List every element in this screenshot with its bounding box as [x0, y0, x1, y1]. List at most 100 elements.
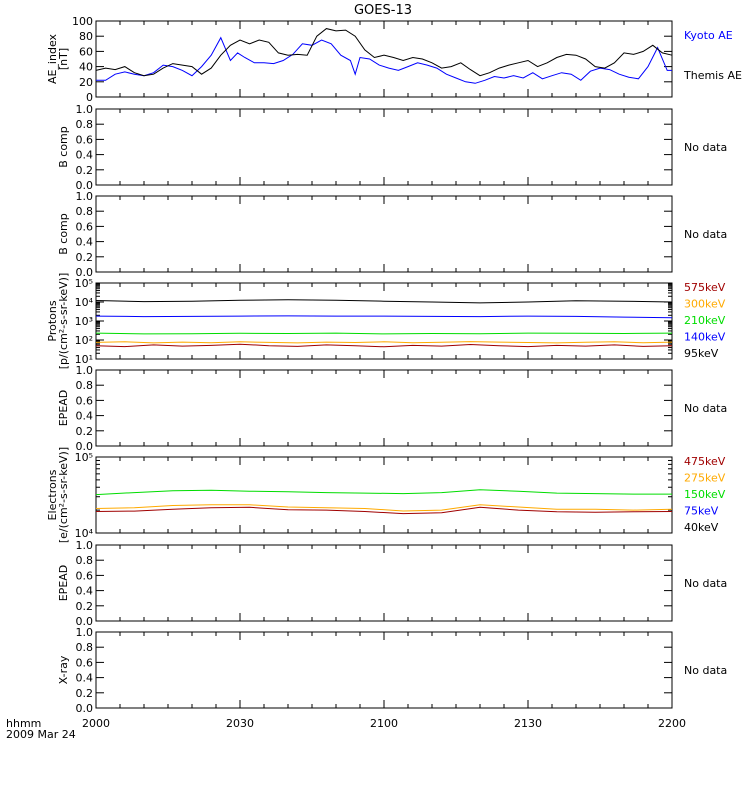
- y-axis-label: X-ray: [57, 655, 70, 684]
- series-line: [95, 299, 673, 304]
- panel-6: 10⁴ 10⁵ Electrons[e/(cm²-s-sr-keV)] 475keV 2…: [46, 447, 726, 543]
- legend-entry: Themis AE: [683, 69, 742, 82]
- panel-3: 0.0 0.2 0.4 0.6 0.8 1.0 B comp No data: [57, 190, 727, 279]
- y-tick-label: 0.0: [76, 440, 94, 453]
- y-tick-label: 0.0: [76, 702, 94, 715]
- legend-entry: 275keV: [684, 472, 726, 485]
- y-tick-label: 0.2: [76, 425, 94, 438]
- y-tick-label: 0.6: [76, 133, 94, 146]
- panel-frame: [95, 369, 673, 447]
- series-line: [95, 315, 673, 319]
- legend-entry: 210keV: [684, 314, 726, 327]
- y-tick-label: 60: [79, 45, 93, 58]
- legend-entry: 475keV: [684, 455, 726, 468]
- y-tick-label: 0.8: [76, 205, 94, 218]
- y-axis-label: AE_index: [46, 33, 59, 84]
- y-tick-label: 0.8: [76, 554, 94, 567]
- y-tick-label: 40: [79, 61, 93, 74]
- series-line: [95, 28, 673, 77]
- y-tick-label: 10⁴: [75, 296, 94, 309]
- legend-entry: 575keV: [684, 281, 726, 294]
- y-tick-label: 1.0: [76, 626, 94, 639]
- y-tick-label: 1.0: [76, 539, 94, 552]
- panel-frame: [95, 456, 673, 534]
- y-tick-label: 10⁵: [75, 451, 93, 464]
- y-axis-label: B comp: [57, 213, 70, 255]
- series-line: [95, 489, 672, 496]
- legend-entry: 150keV: [684, 488, 726, 501]
- plot-title: GOES-13: [354, 3, 412, 18]
- y-tick-label: 0.4: [76, 149, 94, 162]
- y-tick-label: 0: [86, 91, 93, 104]
- y-tick-label: 0.0: [76, 179, 94, 192]
- y-tick-label: 0.6: [76, 394, 94, 407]
- y-tick-label: 0.0: [76, 615, 94, 628]
- legend-entry: 75keV: [684, 505, 719, 518]
- y-tick-label: 10¹: [75, 353, 93, 366]
- no-data-note: No data: [684, 141, 727, 154]
- legend-entry: 140keV: [684, 331, 726, 344]
- y-tick-label: 0.8: [76, 118, 94, 131]
- time-tick-label: 2030: [226, 717, 254, 730]
- legend-entry: 40keV: [684, 521, 719, 534]
- y-axis-label: Protons: [46, 300, 59, 341]
- y-tick-label: 0.8: [76, 641, 94, 654]
- series-line: [96, 36, 672, 84]
- y-tick-label: 0.2: [76, 600, 94, 613]
- panel-5: 0.0 0.2 0.4 0.6 0.8 1.0 EPEAD No data: [57, 364, 727, 453]
- y-axis-label: B comp: [57, 126, 70, 168]
- series-line: [95, 332, 673, 335]
- panel-frame: [95, 195, 673, 273]
- y-tick-label: 0.6: [76, 220, 94, 233]
- panel-frame: [95, 631, 673, 709]
- no-data-note: No data: [684, 402, 727, 415]
- y-tick-label: 0.6: [76, 656, 94, 669]
- panel-4: 10¹ 10² 10³ 10⁴ 10⁵ Protons[p/(cm²-s-sr-keV)]…: [46, 273, 726, 370]
- legend-entry: 95keV: [684, 347, 719, 360]
- time-tick-label: 2130: [514, 717, 542, 730]
- y-axis-label: [e/(cm²-s-sr-keV)]: [57, 447, 70, 543]
- y-tick-label: 100: [72, 15, 93, 28]
- y-tick-label: 0.0: [76, 266, 94, 279]
- series-line: [95, 504, 673, 512]
- y-tick-label: 0.6: [76, 569, 94, 582]
- y-tick-label: 1.0: [76, 103, 94, 116]
- time-tick-label: 2100: [370, 717, 398, 730]
- y-tick-label: 20: [79, 76, 93, 89]
- y-axis-label: EPEAD: [57, 390, 70, 427]
- panel-7: 0.0 0.2 0.4 0.6 0.8 1.0 EPEAD No data: [57, 539, 727, 628]
- series-line: [95, 506, 673, 515]
- y-tick-label: 0.2: [76, 251, 94, 264]
- series-line: [95, 343, 673, 348]
- legend-entry: Kyoto AE: [684, 29, 733, 42]
- y-axis-label: EPEAD: [57, 565, 70, 602]
- y-tick-label: 0.4: [76, 236, 94, 249]
- panel-1: 0 20 40 60 80 100 AE_index[nT] Kyoto AE Themis A…: [46, 15, 742, 104]
- y-tick-label: 10⁴: [75, 527, 94, 540]
- y-tick-label: 0.4: [76, 585, 94, 598]
- legend-entry: 300keV: [684, 298, 726, 311]
- time-axis: 2000 2030 2100 2130 2200: [82, 717, 686, 730]
- y-axis-label: [p/(cm²-s-sr-keV)]: [57, 273, 70, 370]
- y-tick-label: 0.4: [76, 410, 94, 423]
- panel-stack: 0 20 40 60 80 100 AE_index[nT] Kyoto AE Themis A…: [46, 15, 742, 715]
- series-line: [95, 341, 673, 344]
- y-axis-label: [nT]: [57, 48, 70, 70]
- no-data-note: No data: [684, 664, 727, 677]
- panel-2: 0.0 0.2 0.4 0.6 0.8 1.0 B comp No data: [57, 103, 727, 192]
- y-tick-label: 10⁵: [75, 277, 93, 290]
- time-axis-date-label: 2009 Mar 24: [6, 728, 76, 741]
- no-data-note: No data: [684, 577, 727, 590]
- y-tick-label: 0.4: [76, 672, 94, 685]
- no-data-note: No data: [684, 228, 727, 241]
- panel-8: 0.0 0.2 0.4 0.6 0.8 1.0 X-ray No data: [57, 626, 727, 715]
- y-tick-label: 0.8: [76, 379, 94, 392]
- time-axis-unit-label: hhmm: [6, 717, 41, 730]
- panel-frame: [95, 282, 673, 360]
- y-axis-label: Electrons: [46, 469, 59, 520]
- panel-frame: [95, 108, 673, 186]
- y-tick-label: 0.2: [76, 687, 94, 700]
- time-tick-label: 2200: [658, 717, 686, 730]
- time-tick-label: 2000: [82, 717, 110, 730]
- panel-frame: [95, 544, 673, 622]
